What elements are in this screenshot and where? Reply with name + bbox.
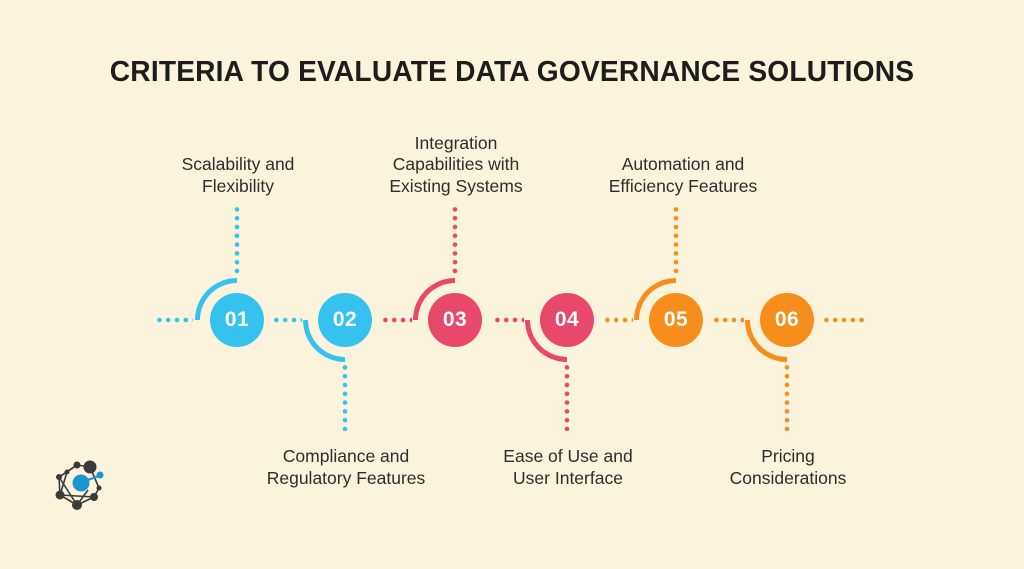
step-label-line: Automation and — [621, 154, 745, 174]
vertical-connector-04 — [564, 363, 570, 431]
step-number: 02 — [332, 308, 358, 331]
step-label-01: Scalability and Flexibility — [182, 154, 295, 197]
network-nodes-logo-icon — [52, 452, 112, 512]
vertical-connector-05 — [673, 205, 679, 277]
step-label-05: Automation and Efficiency Features — [609, 154, 758, 197]
step-label-line: Efficiency Features — [608, 175, 758, 196]
step-number: 06 — [774, 308, 800, 331]
step-circle-04: 04 — [540, 293, 594, 347]
timeline-dotted-segment — [381, 317, 412, 323]
timeline-dotted-segment — [272, 317, 302, 323]
timeline-dotted-segment — [155, 317, 193, 323]
step-label-04: Ease of Use and User Interface — [503, 446, 632, 489]
step-label-line: Scalability and — [181, 154, 295, 174]
step-circle-01: 01 — [210, 293, 264, 347]
step-label-line: User Interface — [513, 467, 623, 488]
step-label-line: Integration — [414, 132, 498, 153]
vertical-connector-03 — [452, 205, 458, 277]
step-label-03: Integration Capabilities with Existing S… — [389, 133, 522, 198]
step-label-line: Existing Systems — [389, 175, 523, 196]
step-number: 03 — [442, 308, 468, 331]
step-number: 01 — [224, 308, 250, 331]
step-circle-06: 06 — [760, 293, 814, 347]
step-label-02: Compliance and Regulatory Features — [267, 446, 426, 489]
step-label-line: Considerations — [729, 467, 847, 488]
step-circle-02: 02 — [318, 293, 372, 347]
timeline-dotted-segment — [712, 317, 744, 323]
timeline-dotted-segment — [493, 317, 524, 323]
vertical-connector-02 — [342, 363, 348, 431]
vertical-connector-06 — [784, 363, 790, 431]
step-label-line: Ease of Use and — [503, 446, 633, 466]
step-number: 05 — [663, 308, 689, 331]
step-number: 04 — [554, 308, 580, 331]
step-label-line: Capabilities with — [392, 154, 520, 174]
step-label-06: Pricing Considerations — [730, 446, 847, 489]
step-label-line: Compliance and — [282, 446, 410, 466]
timeline-dotted-segment — [822, 317, 867, 323]
step-label-line: Regulatory Features — [266, 467, 426, 488]
step-label-line: Pricing — [761, 446, 815, 466]
timeline-dotted-segment — [603, 317, 633, 323]
vertical-connector-01 — [234, 205, 240, 277]
step-label-line: Flexibility — [202, 175, 274, 196]
page-title: CRITERIA TO EVALUATE DATA GOVERNANCE SOL… — [109, 56, 915, 88]
step-circle-03: 03 — [428, 293, 482, 347]
step-circle-05: 05 — [649, 293, 703, 347]
